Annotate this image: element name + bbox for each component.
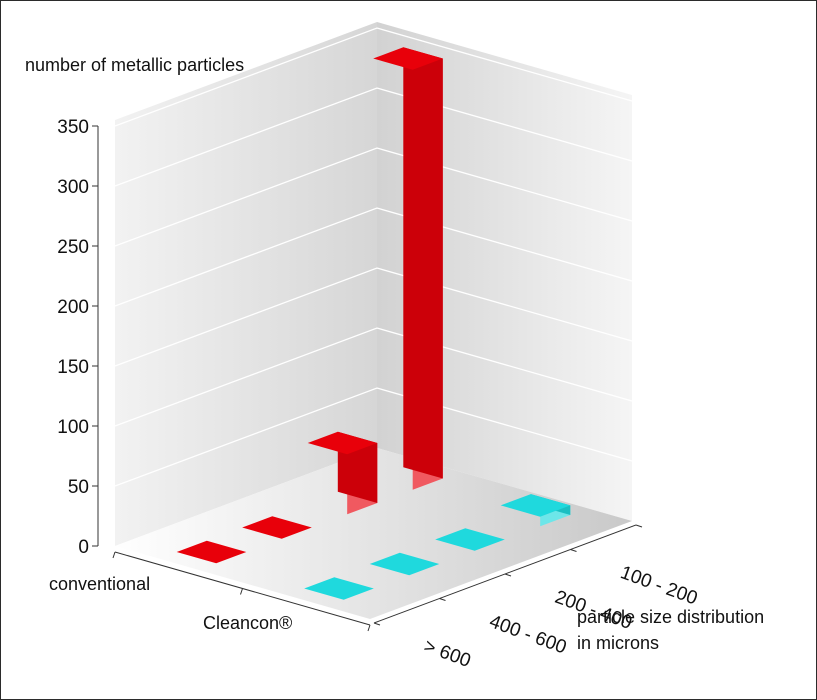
category-tick-mark bbox=[635, 524, 643, 528]
category-tick-mark bbox=[504, 573, 512, 577]
y-tick-label: 300 bbox=[57, 177, 89, 198]
y-tick-label: 250 bbox=[57, 237, 89, 258]
bars bbox=[176, 47, 571, 600]
bar-conventional bbox=[373, 47, 443, 490]
category-tick-label: 100 - 200 bbox=[618, 562, 701, 609]
y-axis-title: number of metallic particles bbox=[25, 55, 244, 75]
floor bbox=[115, 448, 632, 619]
bar-top-face bbox=[304, 577, 374, 600]
gridlines bbox=[114, 27, 633, 487]
bar-conventional bbox=[242, 516, 312, 539]
bar-conventional bbox=[176, 540, 247, 564]
gridline bbox=[114, 267, 633, 367]
bar-cleancon bbox=[435, 528, 505, 551]
bar-cleancon bbox=[369, 552, 440, 576]
bar-top-face bbox=[373, 47, 443, 70]
bar-top-face bbox=[500, 494, 571, 517]
bar-cleancon bbox=[304, 577, 374, 600]
series-tick-mark bbox=[240, 588, 243, 595]
y-tick-label: 100 bbox=[57, 417, 89, 438]
series-label-cleancon: Cleancon® bbox=[203, 613, 292, 633]
gridline bbox=[114, 327, 633, 427]
category-tick-mark bbox=[373, 622, 381, 626]
y-tick-label: 0 bbox=[78, 537, 89, 558]
x-axis-title-line-2: in microns bbox=[577, 633, 659, 653]
back-wall bbox=[115, 22, 377, 546]
bar-top-face bbox=[307, 431, 378, 455]
series-tick-mark bbox=[112, 551, 116, 559]
bar-top-face bbox=[242, 516, 312, 539]
series-tick-mark bbox=[367, 624, 371, 632]
bar-top-face bbox=[176, 540, 247, 564]
y-tick-label: 350 bbox=[57, 117, 89, 138]
category-tick-label: > 600 bbox=[421, 636, 473, 672]
bar-top-face bbox=[369, 552, 440, 576]
category-tick-mark bbox=[439, 598, 446, 601]
gridline bbox=[114, 387, 633, 487]
gridline bbox=[114, 207, 633, 307]
bar-side-face bbox=[403, 47, 443, 479]
y-tick-label: 50 bbox=[68, 477, 89, 498]
gridline bbox=[114, 147, 633, 247]
gridline bbox=[114, 27, 633, 127]
y-tick-label: 200 bbox=[57, 297, 89, 318]
category-tick-label: 400 - 600 bbox=[487, 611, 570, 658]
gridline bbox=[114, 87, 633, 187]
bar-conventional bbox=[307, 431, 378, 515]
y-tick-label: 150 bbox=[57, 357, 89, 378]
chart-walls bbox=[115, 22, 632, 619]
series-label-conventional: conventional bbox=[49, 574, 150, 594]
bar-top-face bbox=[435, 528, 505, 551]
category-tick-mark bbox=[570, 549, 577, 552]
bar-cleancon bbox=[500, 494, 571, 527]
x-axis-title-line-1: particle size distribution bbox=[577, 607, 764, 627]
